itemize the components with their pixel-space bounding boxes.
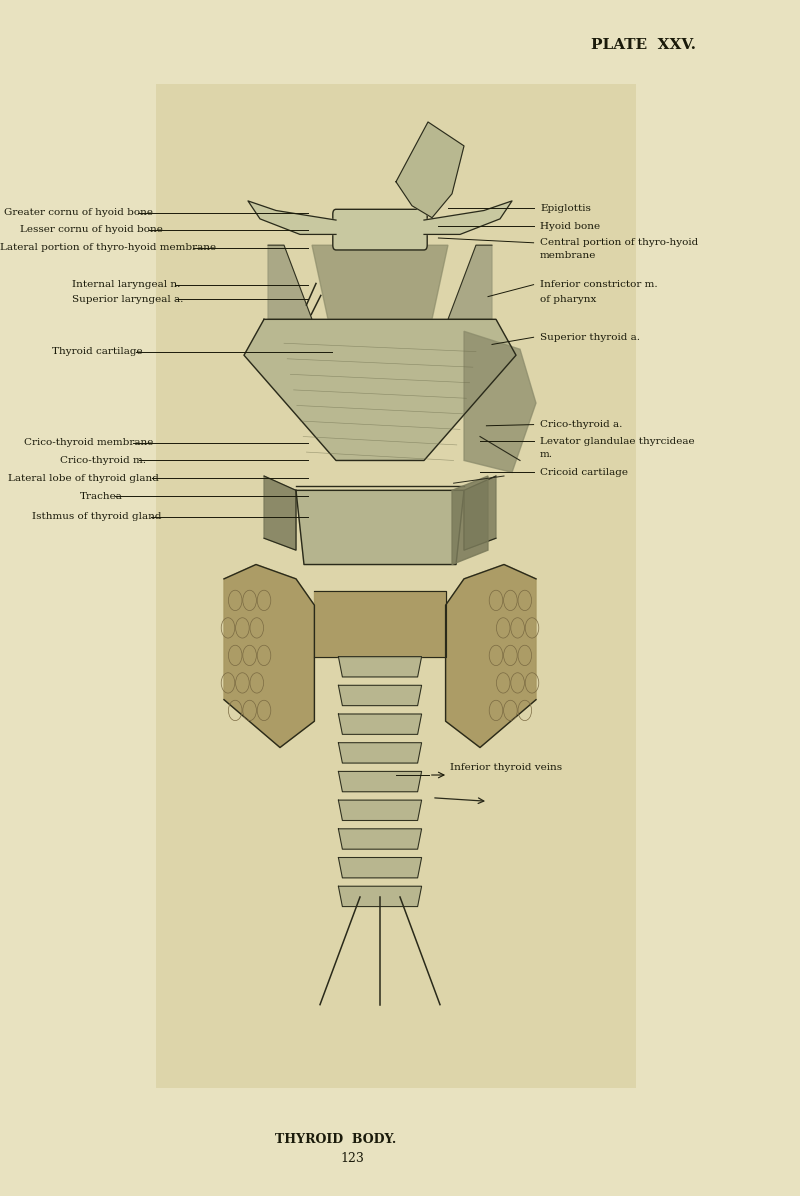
Polygon shape (396, 122, 464, 218)
FancyBboxPatch shape (156, 84, 636, 1088)
Text: Greater cornu of hyoid bone: Greater cornu of hyoid bone (4, 208, 153, 218)
Text: Cricoid cartilage: Cricoid cartilage (540, 468, 628, 477)
Text: Inferior thyroid veins: Inferior thyroid veins (450, 763, 562, 773)
Text: Isthmus of thyroid gland: Isthmus of thyroid gland (32, 512, 162, 521)
Text: Crico-thyroid membrane: Crico-thyroid membrane (24, 438, 154, 447)
Text: Trachea: Trachea (80, 492, 123, 501)
Polygon shape (446, 565, 536, 748)
Text: Superior thyroid a.: Superior thyroid a. (540, 332, 640, 342)
Polygon shape (424, 201, 512, 234)
Polygon shape (224, 565, 314, 748)
Polygon shape (248, 201, 336, 234)
Text: Lateral lobe of thyroid gland: Lateral lobe of thyroid gland (8, 474, 159, 483)
Polygon shape (464, 331, 536, 472)
Polygon shape (268, 245, 312, 319)
Polygon shape (464, 476, 496, 550)
Text: Epiglottis: Epiglottis (540, 203, 591, 213)
Text: Crico-thyroid a.: Crico-thyroid a. (540, 420, 622, 429)
Polygon shape (314, 591, 446, 657)
Polygon shape (312, 245, 448, 319)
Text: 123: 123 (340, 1152, 364, 1165)
Text: PLATE  XXV.: PLATE XXV. (591, 38, 696, 53)
Polygon shape (452, 476, 488, 565)
Text: Lateral portion of thyro-hyoid membrane: Lateral portion of thyro-hyoid membrane (0, 243, 216, 252)
Polygon shape (338, 657, 422, 677)
Polygon shape (338, 800, 422, 820)
Polygon shape (338, 743, 422, 763)
Text: Central portion of thyro-hyoid: Central portion of thyro-hyoid (540, 238, 698, 248)
Text: Inferior constrictor m.: Inferior constrictor m. (540, 280, 658, 289)
Text: Thyroid cartilage: Thyroid cartilage (52, 347, 142, 356)
Text: Crico-thyroid m.: Crico-thyroid m. (60, 456, 146, 465)
Polygon shape (244, 319, 516, 460)
Polygon shape (264, 476, 296, 550)
Polygon shape (338, 685, 422, 706)
Text: Lesser cornu of hyoid bone: Lesser cornu of hyoid bone (20, 225, 163, 234)
Text: Superior laryngeal a.: Superior laryngeal a. (72, 294, 183, 304)
Polygon shape (338, 886, 422, 907)
Polygon shape (448, 245, 492, 319)
Text: Hyoid bone: Hyoid bone (540, 221, 600, 231)
Polygon shape (296, 490, 464, 565)
Polygon shape (338, 829, 422, 849)
Text: Levator glandulae thyrcideae: Levator glandulae thyrcideae (540, 437, 694, 446)
FancyBboxPatch shape (333, 209, 427, 250)
Polygon shape (338, 858, 422, 878)
Polygon shape (338, 771, 422, 792)
Text: of pharynx: of pharynx (540, 294, 596, 304)
Text: m.: m. (540, 450, 553, 459)
Text: Internal laryngeal n.: Internal laryngeal n. (72, 280, 180, 289)
Text: THYROID  BODY.: THYROID BODY. (275, 1133, 397, 1146)
Polygon shape (338, 714, 422, 734)
Text: membrane: membrane (540, 251, 596, 261)
